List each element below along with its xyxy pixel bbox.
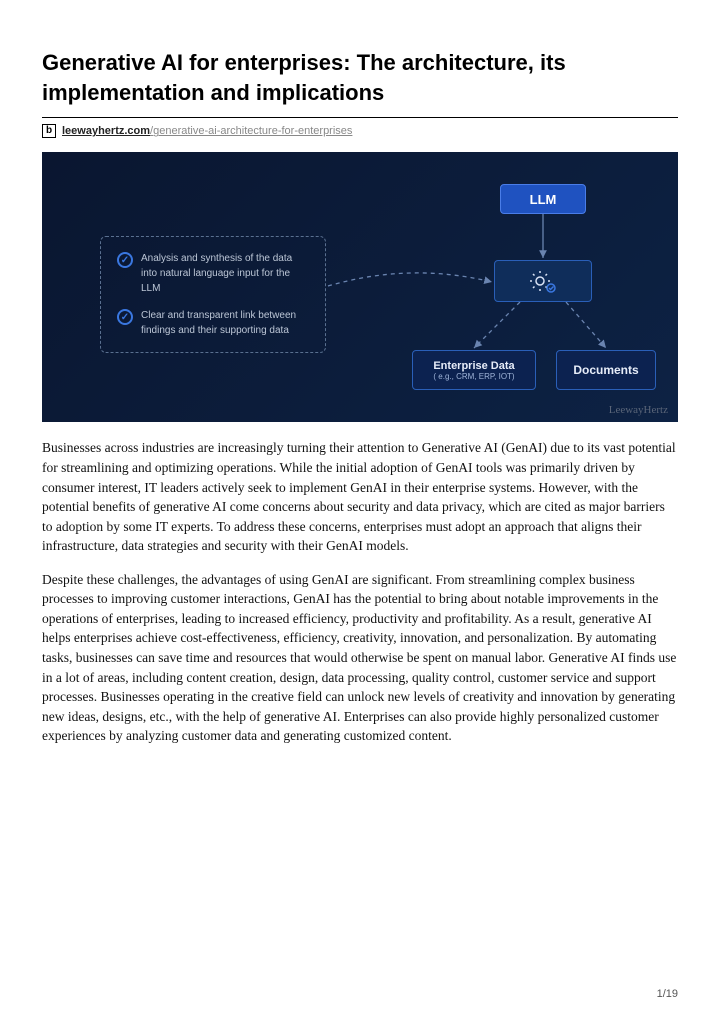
source-favicon: b (42, 124, 56, 138)
source-domain[interactable]: leewayhertz.com (62, 125, 150, 137)
paragraph-1: Businesses across industries are increas… (42, 438, 678, 555)
paragraph-2: Despite these challenges, the advantages… (42, 570, 678, 746)
callout-item: ✓ Clear and transparent link between find… (117, 308, 309, 338)
source-path[interactable]: /generative-ai-architecture-for-enterpri… (150, 125, 352, 137)
diagram-watermark: LeewayHertz (609, 404, 668, 416)
callout-item: ✓ Analysis and synthesis of the data into… (117, 251, 309, 296)
source-line: b leewayhertz.com/generative-ai-architec… (42, 124, 678, 138)
node-label: LLM (530, 192, 557, 207)
title-divider (42, 117, 678, 118)
check-icon: ✓ (117, 309, 133, 325)
check-icon: ✓ (117, 252, 133, 268)
diagram-node-ent: Enterprise Data( e.g., CRM, ERP, IOT) (412, 350, 536, 390)
page-number: 1/19 (657, 988, 678, 1000)
diagram-callout-box: ✓ Analysis and synthesis of the data into… (100, 236, 326, 353)
diagram-node-doc: Documents (556, 350, 656, 390)
page-title: Generative AI for enterprises: The archi… (42, 48, 678, 107)
node-sublabel: ( e.g., CRM, ERP, IOT) (433, 372, 514, 381)
callout-text: Clear and transparent link between findi… (141, 308, 309, 338)
node-label: Documents (573, 363, 638, 377)
architecture-diagram: LeewayHertz ✓ Analysis and synthesis of t… (42, 152, 678, 422)
callout-text: Analysis and synthesis of the data into … (141, 251, 309, 296)
diagram-node-llm: LLM (500, 184, 586, 214)
node-label: Enterprise Data (433, 360, 514, 372)
diagram-node-gear (494, 260, 592, 302)
